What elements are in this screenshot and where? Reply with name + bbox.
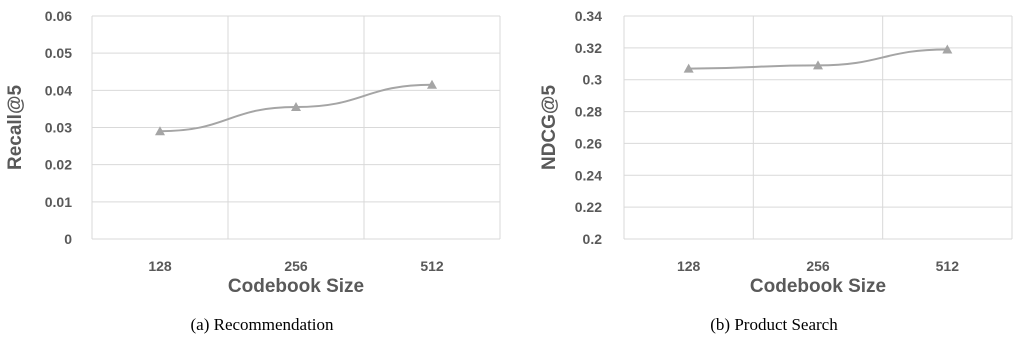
y-tick-label: 0 <box>64 231 72 247</box>
figure-caption: (b) Product Search <box>710 315 838 334</box>
x-axis-title: Codebook Size <box>750 276 886 297</box>
y-tick-label: 0.2 <box>583 231 603 247</box>
y-tick-label: 0.24 <box>575 167 602 183</box>
data-point-marker <box>942 44 953 54</box>
y-tick-label: 0.26 <box>575 135 602 151</box>
y-tick-label: 0.01 <box>45 194 72 210</box>
y-tick-label: 0.28 <box>575 104 602 120</box>
figure-caption: (a) Recommendation <box>190 315 334 334</box>
chart-product-search: 0.2 0.22 0.24 0.26 0.28 0.3 0.32 0.34 128 256 512 C… <box>539 8 1013 334</box>
data-point-marker <box>427 79 437 89</box>
y-tick-label: 0.03 <box>45 120 72 136</box>
y-tick-label: 0.22 <box>575 199 602 215</box>
data-point-marker <box>683 63 694 73</box>
x-tick-label: 512 <box>420 258 444 274</box>
x-tick-label: 256 <box>806 258 830 274</box>
y-tick-label: 0.02 <box>45 157 72 173</box>
y-tick-label: 0.32 <box>575 40 602 56</box>
y-axis-title: NDCG@5 <box>539 85 560 170</box>
y-tick-label: 0.05 <box>45 45 72 61</box>
x-tick-label: 128 <box>677 258 701 274</box>
y-tick-label: 0.34 <box>575 8 602 24</box>
x-tick-label: 256 <box>284 258 308 274</box>
y-axis-title: Recall@5 <box>5 85 26 171</box>
data-point-marker <box>813 60 823 70</box>
x-tick-label: 512 <box>936 258 960 274</box>
y-tick-label: 0.3 <box>583 72 603 88</box>
y-tick-label: 0.06 <box>45 8 72 24</box>
chart-recommendation: 0 0.01 0.02 0.03 0.04 0.05 0.06 128 256 512 Codebo… <box>5 8 501 334</box>
x-axis-title: Codebook Size <box>228 276 364 297</box>
data-point-marker <box>155 126 165 136</box>
data-point-marker <box>291 102 301 112</box>
y-tick-label: 0.04 <box>45 82 72 98</box>
x-tick-label: 128 <box>148 258 172 274</box>
